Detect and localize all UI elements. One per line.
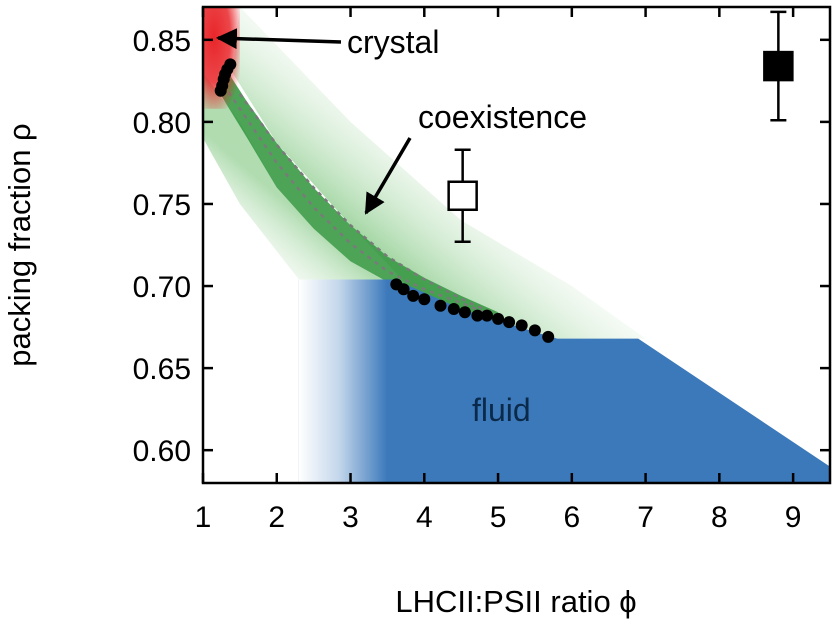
- fluid-annotation: fluid: [472, 392, 531, 428]
- fluid-region-edge-fade: [557, 338, 830, 467]
- data-point-series-1: [542, 330, 555, 343]
- data-point-series-1: [471, 309, 484, 322]
- error-points: [447, 10, 794, 243]
- x-axis-title: LHCII:PSII ratio ϕ: [395, 584, 636, 619]
- coexistence-dashed-line: [227, 91, 499, 321]
- data-point-series-1: [492, 312, 505, 325]
- data-point-series-1: [447, 303, 460, 315]
- x-tick-label: 3: [342, 501, 359, 534]
- data-point-series-1: [458, 306, 471, 319]
- data-point-series-0: [224, 58, 237, 71]
- coexistence-arrow: [364, 137, 412, 215]
- x-tick-label: 2: [268, 501, 285, 534]
- data-point-series-1: [407, 289, 420, 302]
- y-tick-label: 0.75: [133, 189, 191, 222]
- data-point-series-1: [418, 293, 431, 306]
- fluid-region: [298, 279, 830, 483]
- data-point-series-1: [503, 316, 516, 329]
- x-tick-label: 1: [195, 501, 212, 534]
- data-point-series-1: [397, 283, 410, 296]
- data-point-series-1: [434, 299, 447, 312]
- coexistence-halo-left: [203, 72, 395, 286]
- x-tick-label: 4: [416, 501, 433, 534]
- coexistence-halo-upper: [232, 7, 646, 339]
- filled-square-marker: [763, 50, 794, 82]
- plot-area: [203, 7, 830, 483]
- coexistence-dashed-line: [238, 93, 499, 317]
- open-square-marker: [447, 180, 478, 212]
- y-tick-label: 0.65: [133, 353, 191, 386]
- y-axis-ticks: 0.60 0.65 0.70 0.75 0.80 0.85: [133, 25, 830, 468]
- x-tick-label: 7: [637, 501, 654, 534]
- y-tick-label: 0.70: [133, 271, 191, 304]
- y-tick-label: 0.80: [133, 107, 191, 140]
- y-axis-title: packing fraction ρ: [2, 123, 37, 366]
- crystal-annotation: crystal: [347, 24, 439, 60]
- data-point-series-1: [515, 319, 528, 332]
- x-tick-label: 6: [563, 501, 580, 534]
- y-tick-label: 0.85: [133, 25, 191, 58]
- data-point-series-1: [481, 309, 493, 322]
- data-point-series-1: [528, 324, 541, 337]
- coexistence-annotation: coexistence: [418, 99, 587, 135]
- x-tick-label: 9: [785, 501, 802, 534]
- x-tick-label: 8: [711, 501, 728, 534]
- fluid-region-fade: [298, 279, 388, 483]
- crystal-arrow: [215, 28, 342, 50]
- y-tick-label: 0.60: [133, 435, 191, 468]
- plot-frame: [201, 5, 832, 485]
- data-points: [214, 58, 555, 343]
- x-tick-label: 5: [490, 501, 507, 534]
- x-axis-ticks: 1 2 3 4 5 6 7 8 9: [195, 7, 802, 534]
